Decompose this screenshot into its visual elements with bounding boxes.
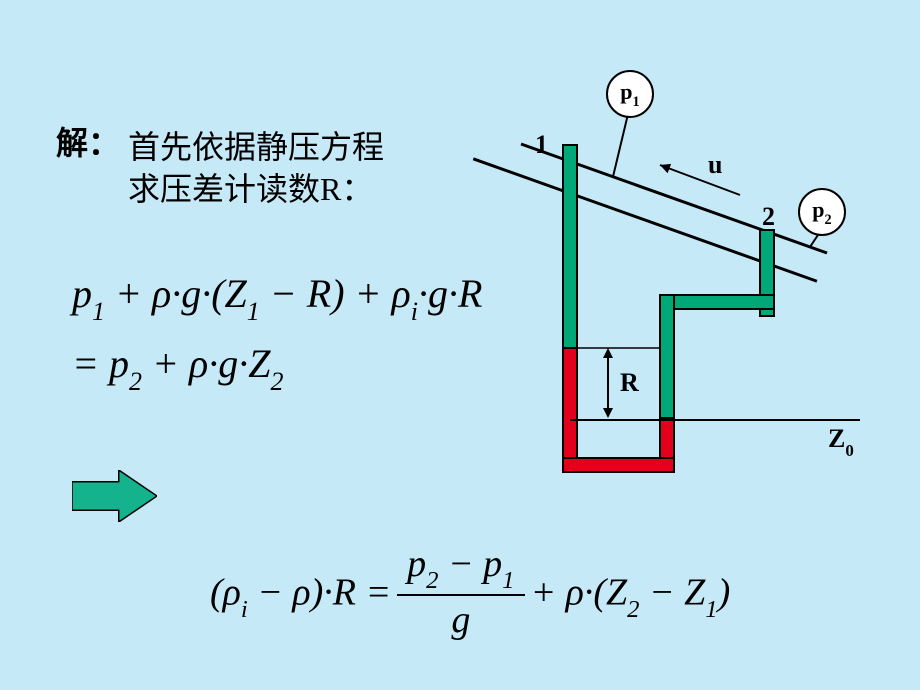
label-p1-text: p [620,79,632,104]
label-Z0-Z: Z [828,424,845,453]
result-arrow-icon [72,470,157,522]
equation-1-line1: p1 + ρ·g·(Z1 − R) + ρi·g·R [72,270,482,323]
label-tap2: 2 [762,202,775,232]
label-Z0-sub: 0 [845,441,853,460]
equation-2: (ρi − ρ)·R =p2 − p1g+ ρ·(Z2 − Z1) [210,546,730,646]
label-tap1: 1 [535,130,548,160]
label-p2-circle: p2 [798,188,846,236]
label-jie: 解： [56,118,120,164]
label-p2-sub: 2 [825,212,832,228]
equation-1-line2: = p2 + ρ·g·Z2 [72,340,283,393]
label-R: R [620,368,639,398]
label-p1-sub: 1 [633,94,640,110]
text-line1: 首先依据静压方程 [128,122,384,168]
text-line2: 求压差计读数R： [128,164,373,210]
label-u: u [708,150,722,180]
label-p1-circle: p1 [606,70,654,118]
label-p2-text: p [812,197,824,222]
label-Z0: Z0 [828,424,854,458]
